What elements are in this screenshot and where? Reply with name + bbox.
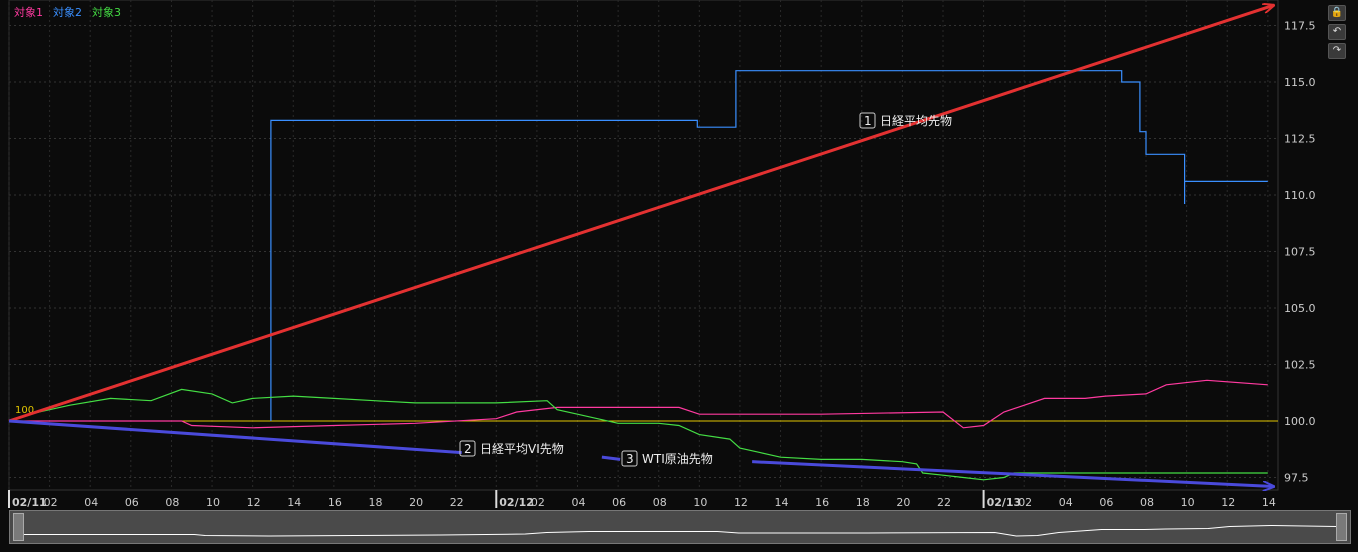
range-navigator[interactable] xyxy=(9,510,1351,544)
y-tick-label: 115.0 xyxy=(1284,76,1316,89)
x-tick-label: 06 xyxy=(612,496,626,509)
x-tick-label: 12 xyxy=(1221,496,1235,509)
x-tick-label: 02/11 xyxy=(12,496,47,509)
legend: 対象1 対象2 対象3 xyxy=(14,4,121,20)
x-tick-label: 22 xyxy=(450,496,464,509)
navigator-sparkline xyxy=(13,524,1337,537)
legend-item-series1: 対象1 xyxy=(14,6,43,19)
x-tick-label: 06 xyxy=(125,496,139,509)
x-tick-label: 14 xyxy=(287,496,301,509)
x-tick-label: 02 xyxy=(531,496,545,509)
x-tick-label: 02 xyxy=(1018,496,1032,509)
y-tick-label: 97.5 xyxy=(1284,472,1309,485)
annotation-1: 1 日経平均先物 xyxy=(859,112,952,129)
trend-arrow xyxy=(752,460,1274,487)
annotation-number: 1 xyxy=(864,114,872,128)
annotation-3: 3 WTI原油先物 xyxy=(621,450,713,467)
x-tick-label: 04 xyxy=(84,496,98,509)
y-tick-label: 110.0 xyxy=(1284,189,1316,202)
annotation-2: 2 日経平均VI先物 xyxy=(459,440,564,457)
navigator-right-handle[interactable] xyxy=(1336,513,1347,541)
x-tick-label: 02/13 xyxy=(987,496,1022,509)
x-tick-label: 14 xyxy=(775,496,789,509)
x-tick-label: 06 xyxy=(1099,496,1113,509)
y-tick-label: 105.0 xyxy=(1284,302,1316,315)
annotation-label: 日経平均VI先物 xyxy=(480,442,564,456)
y-tick-label: 112.5 xyxy=(1284,133,1316,146)
x-tick-label: 10 xyxy=(206,496,220,509)
x-tick-label: 10 xyxy=(1181,496,1195,509)
annotation-number-box xyxy=(859,112,876,129)
redo-icon[interactable]: ↷ xyxy=(1328,43,1346,59)
x-tick-label: 08 xyxy=(1140,496,1154,509)
x-tick-label: 18 xyxy=(368,496,382,509)
x-tick-label: 04 xyxy=(572,496,586,509)
plot-area xyxy=(8,0,1279,491)
x-tick-label: 16 xyxy=(815,496,829,509)
x-tick-label: 22 xyxy=(937,496,951,509)
annotation-number-box xyxy=(459,440,476,457)
series-line-1 xyxy=(9,379,1268,429)
annotation-label: 日経平均先物 xyxy=(880,114,952,128)
series-line-2 xyxy=(270,70,1268,421)
x-tick-label: 20 xyxy=(896,496,910,509)
annotation-number: 3 xyxy=(626,452,634,466)
undo-icon[interactable]: ↶ xyxy=(1328,24,1346,40)
x-tick-label: 16 xyxy=(328,496,342,509)
annotation-number: 2 xyxy=(464,442,472,456)
legend-item-series2: 対象2 xyxy=(53,6,82,19)
x-tick-label: 12 xyxy=(247,496,261,509)
x-tick-label: 12 xyxy=(734,496,748,509)
trend-arrow xyxy=(8,419,462,455)
y-tick-label: 100.0 xyxy=(1284,415,1316,428)
x-tick-label: 04 xyxy=(1059,496,1073,509)
x-tick-label: 08 xyxy=(165,496,179,509)
navigator-left-handle[interactable] xyxy=(13,513,24,541)
legend-item-series3: 対象3 xyxy=(92,6,121,19)
x-tick-label: 18 xyxy=(856,496,870,509)
annotation-label: WTI原油先物 xyxy=(642,452,713,466)
trend-arrow xyxy=(601,455,621,461)
annotation-number-box xyxy=(621,450,638,467)
y-tick-label: 117.5 xyxy=(1284,20,1316,33)
lock-icon[interactable]: 🔒 xyxy=(1328,5,1346,21)
baseline-label: 100 xyxy=(15,405,34,416)
x-tick-label: 02/12 xyxy=(499,496,534,509)
y-tick-label: 107.5 xyxy=(1284,246,1316,259)
x-tick-label: 08 xyxy=(653,496,667,509)
x-tick-label: 14 xyxy=(1262,496,1276,509)
trend-arrow xyxy=(8,5,1274,423)
y-tick-label: 102.5 xyxy=(1284,359,1316,372)
x-tick-label: 02 xyxy=(44,496,58,509)
x-tick-label: 10 xyxy=(693,496,707,509)
series-line-3 xyxy=(8,388,1268,481)
x-tick-label: 20 xyxy=(409,496,423,509)
